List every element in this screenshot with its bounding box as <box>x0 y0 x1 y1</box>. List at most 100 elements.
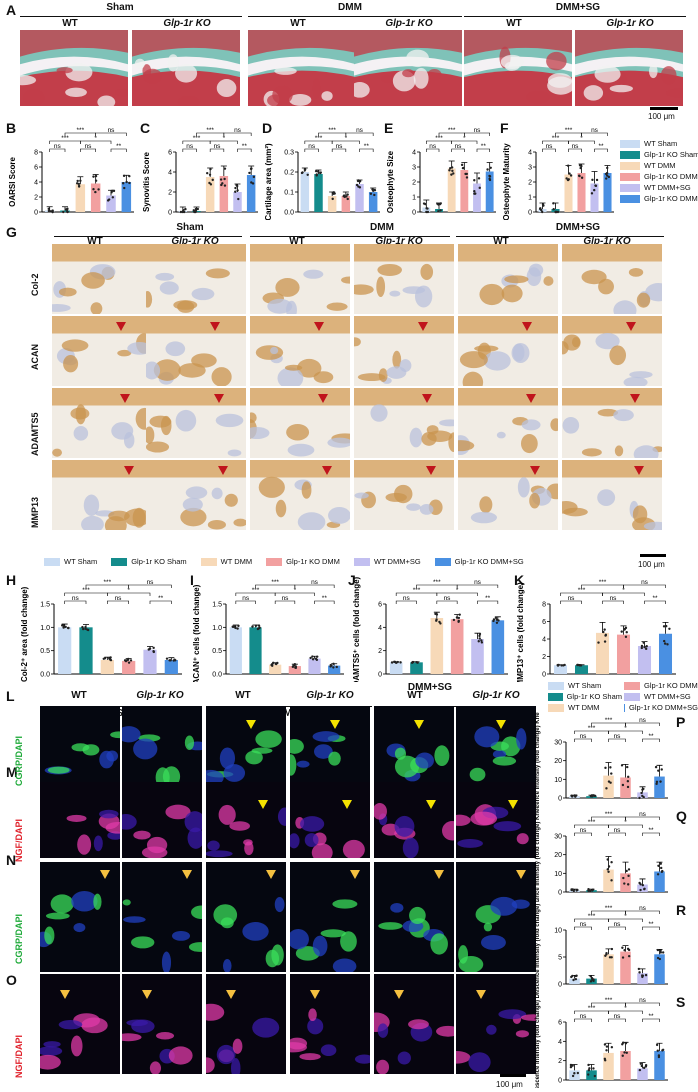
significance-label: ** <box>598 143 604 150</box>
significance-label: ** <box>322 595 328 602</box>
data-point <box>592 1067 595 1070</box>
data-point <box>123 659 127 662</box>
data-point <box>252 175 256 179</box>
bar <box>143 649 157 674</box>
data-point <box>179 210 183 214</box>
significance-bracket <box>642 832 660 836</box>
data-point <box>591 978 594 981</box>
data-point <box>65 208 69 211</box>
data-point <box>465 176 469 179</box>
legend-item: WT Sham <box>620 138 698 149</box>
significance-bracket <box>623 584 666 588</box>
data-point <box>576 663 579 667</box>
arrowhead-icon <box>508 800 518 809</box>
significance-label: ** <box>158 595 164 602</box>
significance-label: *** <box>77 127 85 134</box>
data-point <box>223 184 227 187</box>
bar <box>569 978 580 984</box>
header-line-a-sham <box>20 16 242 17</box>
data-point <box>107 198 111 201</box>
panel-label-k: K <box>514 572 525 588</box>
legend-item: Glp-1r KO DMM <box>266 556 340 567</box>
cgrp-knee-image <box>206 706 286 782</box>
arrowhead-icon <box>426 800 436 809</box>
data-point <box>315 658 319 662</box>
legend-item: Glp-1r KO DMM <box>620 171 698 182</box>
cgrp-knee-image <box>40 706 120 782</box>
data-point <box>574 977 578 981</box>
data-point <box>604 633 608 637</box>
significance-label: ns <box>308 143 316 150</box>
data-point <box>345 195 348 198</box>
data-point <box>593 1074 597 1078</box>
row-label-n-text: CGRP/DAPI <box>14 913 24 964</box>
significance-bracket <box>608 824 643 828</box>
data-point <box>610 947 614 951</box>
y-axis-label: % MMP13⁺ cells (fold change) <box>516 582 525 682</box>
ihc-image <box>458 460 558 530</box>
significance-bracket <box>331 148 347 152</box>
legend-label: WT Sham <box>644 139 678 148</box>
significance-bracket <box>476 148 490 152</box>
bar <box>654 1051 665 1080</box>
significance-label: ns <box>429 143 437 150</box>
y-axis-label: Synovitis Score <box>142 151 151 212</box>
data-point <box>435 618 438 621</box>
data-point <box>82 627 85 631</box>
bar <box>473 183 481 212</box>
significance-label: *** <box>448 127 456 134</box>
data-point <box>437 203 440 206</box>
data-point <box>237 197 240 201</box>
bar <box>389 662 403 674</box>
data-point <box>208 173 212 177</box>
significance-label: ns <box>546 143 554 150</box>
data-point <box>657 769 660 772</box>
bar <box>637 1068 648 1080</box>
y-tick-label: 4 <box>558 1039 562 1046</box>
data-point <box>610 861 613 864</box>
y-axis-label: CGRP fluorescence intensity (fold change… <box>535 712 541 806</box>
data-point <box>661 951 665 954</box>
bar <box>590 183 599 212</box>
significance-label: ns <box>641 579 649 586</box>
significance-label: *** <box>605 717 613 724</box>
bar <box>90 183 101 212</box>
data-point <box>656 1049 659 1052</box>
error-bar <box>342 191 349 196</box>
data-point <box>477 640 480 643</box>
y-tick-label: 0 <box>558 1078 562 1085</box>
panel-label-q: Q <box>676 808 687 824</box>
data-point <box>610 956 613 959</box>
y-tick-label: 10 <box>554 777 562 784</box>
header-a-ko-2: Glp-1r KO <box>354 18 464 29</box>
data-point <box>435 613 439 616</box>
significance-bracket <box>602 592 645 596</box>
ihc-image <box>146 388 246 458</box>
header-line-l-dmm <box>206 706 372 707</box>
significance-bracket <box>602 600 624 604</box>
data-point <box>643 645 646 649</box>
y-tick-label: 6 <box>168 150 172 157</box>
data-point <box>570 888 573 891</box>
data-point <box>303 168 307 172</box>
bar <box>58 627 72 674</box>
data-point <box>602 630 605 634</box>
significance-bracket <box>80 140 112 144</box>
data-point <box>658 957 662 961</box>
panel-label-n: N <box>6 852 17 868</box>
ngf-drg-image <box>456 974 536 1074</box>
arrowhead-icon <box>414 720 424 729</box>
header-a-wt-2: WT <box>290 18 306 29</box>
bar <box>430 618 444 674</box>
bar <box>341 196 351 212</box>
data-point <box>621 1054 624 1057</box>
legend-label: WT DMM+SG <box>644 183 691 192</box>
data-point <box>587 1073 590 1076</box>
data-point <box>580 164 583 168</box>
cgrp-drg-image <box>456 862 536 972</box>
ngf-drg-image <box>290 974 370 1074</box>
bar <box>551 209 560 212</box>
significance-bracket <box>642 926 660 930</box>
